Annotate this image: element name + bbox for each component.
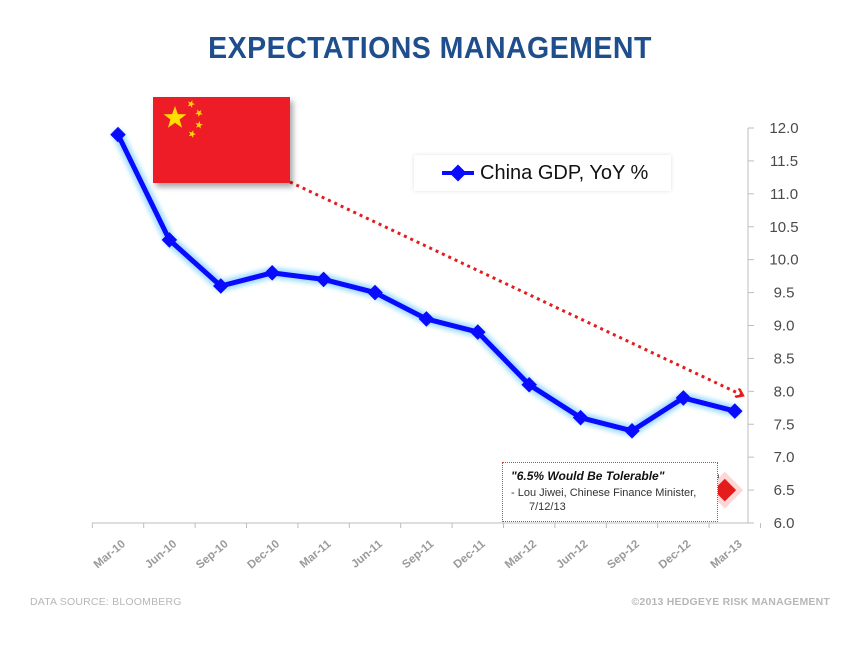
y-tick-label: 6.0: [774, 515, 795, 532]
y-tick-label: 10.5: [769, 219, 798, 236]
y-tick-label: 8.0: [774, 383, 795, 400]
flag-star: [187, 100, 195, 108]
flag-star: [188, 130, 196, 138]
flag-star: [195, 121, 203, 129]
y-tick-label: 9.0: [774, 318, 795, 335]
target-marker: [713, 478, 737, 502]
flag-star: [195, 109, 203, 117]
quote-date: 7/12/13: [529, 501, 566, 513]
china-flag-icon: [153, 97, 290, 183]
y-tick-label: 9.5: [774, 285, 795, 302]
quote-title: "6.5% Would Be Tolerable": [511, 469, 665, 483]
y-tick-label: 12.0: [769, 120, 798, 137]
x-tick-label: Dec-10: [246, 538, 283, 571]
x-tick-label: Mar-11: [298, 538, 334, 571]
y-tick-label: 11.5: [770, 153, 798, 170]
x-tick-label: Mar-12: [503, 538, 539, 571]
y-tick-label: 6.5: [774, 482, 795, 499]
flag-star: [163, 106, 187, 128]
y-tick-label: 10.0: [769, 252, 798, 269]
legend-swatch-icon: [442, 164, 474, 182]
source-note: DATA SOURCE: BLOOMBERG: [30, 596, 182, 608]
copyright-note: ©2013 HEDGEYE RISK MANAGEMENT: [631, 596, 830, 608]
quote-callout: "6.5% Would Be Tolerable" - Lou Jiwei, C…: [502, 462, 718, 522]
quote-attribution: - Lou Jiwei, Chinese Finance Minister,: [511, 487, 697, 499]
x-tick-label: Mar-10: [92, 538, 128, 571]
x-tick-label: Dec-11: [452, 538, 489, 571]
x-tick-label: Dec-12: [657, 538, 694, 571]
x-tick-label: Sep-10: [194, 538, 231, 571]
x-tick-label: Sep-11: [400, 538, 437, 571]
legend: China GDP, YoY %: [414, 155, 671, 191]
data-point: [110, 126, 126, 143]
x-tick-label: Sep-12: [605, 538, 642, 571]
x-tick-label: Jun-10: [143, 538, 179, 571]
legend-label: China GDP, YoY %: [480, 161, 649, 184]
y-tick-label: 7.0: [774, 449, 795, 466]
x-tick-label: Jun-12: [554, 538, 590, 571]
y-tick-label: 8.5: [774, 350, 795, 367]
x-tick-label: Jun-11: [349, 538, 385, 571]
data-point: [213, 278, 229, 294]
page-title: EXPECTATIONS MANAGEMENT: [208, 30, 652, 65]
series-layer: [110, 126, 743, 439]
y-tick-label: 11.0: [770, 186, 798, 203]
flag-background: [153, 97, 290, 183]
x-tick-label: Mar-13: [709, 538, 745, 571]
y-tick-label: 7.5: [774, 416, 795, 433]
data-point: [161, 232, 178, 248]
